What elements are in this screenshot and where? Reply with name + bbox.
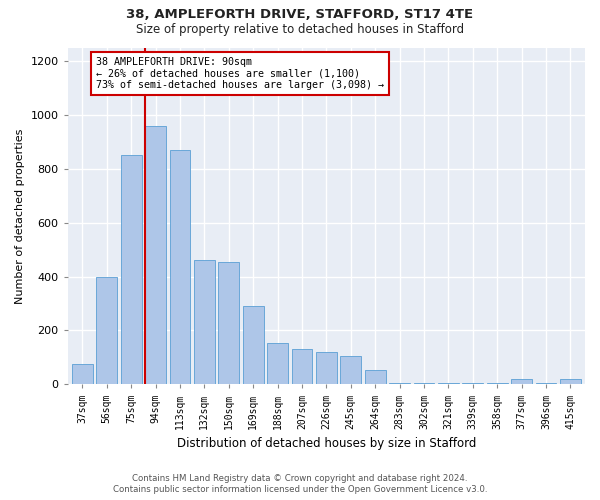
Text: 38 AMPLEFORTH DRIVE: 90sqm
← 26% of detached houses are smaller (1,100)
73% of s: 38 AMPLEFORTH DRIVE: 90sqm ← 26% of deta… xyxy=(96,57,384,90)
Bar xyxy=(145,126,166,384)
Bar xyxy=(463,383,483,384)
Y-axis label: Number of detached properties: Number of detached properties xyxy=(15,128,25,304)
Bar xyxy=(365,370,386,384)
Bar xyxy=(560,379,581,384)
Bar xyxy=(487,383,508,384)
Bar xyxy=(340,356,361,384)
Bar xyxy=(170,150,190,384)
Bar xyxy=(218,262,239,384)
Bar xyxy=(438,383,459,384)
Bar xyxy=(72,364,93,384)
Bar xyxy=(536,383,556,384)
Text: 38, AMPLEFORTH DRIVE, STAFFORD, ST17 4TE: 38, AMPLEFORTH DRIVE, STAFFORD, ST17 4TE xyxy=(127,8,473,20)
Bar xyxy=(194,260,215,384)
Text: Contains HM Land Registry data © Crown copyright and database right 2024.
Contai: Contains HM Land Registry data © Crown c… xyxy=(113,474,487,494)
Bar xyxy=(511,379,532,384)
Bar xyxy=(267,342,288,384)
Bar xyxy=(121,156,142,384)
Bar xyxy=(97,276,117,384)
Text: Size of property relative to detached houses in Stafford: Size of property relative to detached ho… xyxy=(136,22,464,36)
Bar xyxy=(243,306,263,384)
Bar xyxy=(316,352,337,384)
X-axis label: Distribution of detached houses by size in Stafford: Distribution of detached houses by size … xyxy=(176,437,476,450)
Bar xyxy=(292,350,313,384)
Bar xyxy=(389,383,410,384)
Bar xyxy=(413,383,434,384)
